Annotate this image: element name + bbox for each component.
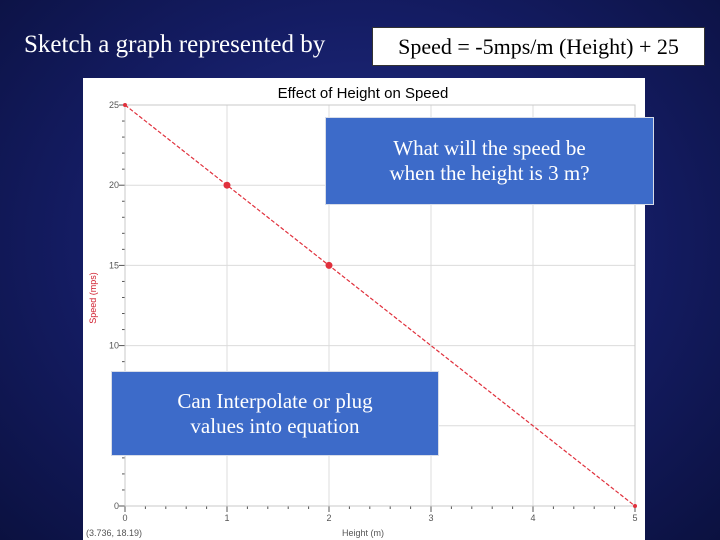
series-line — [124, 104, 636, 507]
data-point — [223, 181, 231, 189]
y-tick-label: 10 — [109, 341, 119, 351]
x-tick-label: 3 — [428, 513, 433, 523]
question-line-1: What will the speed be — [393, 136, 586, 160]
y-tick-label: 20 — [109, 180, 119, 190]
equation-box: Speed = -5mps/m (Height) + 25 — [372, 27, 705, 66]
cursor-readout: (3.736, 18.19) — [86, 528, 142, 538]
x-tick-label: 5 — [632, 513, 637, 523]
question-line-2: when the height is 3 m? — [389, 161, 590, 185]
x-tick-label: 4 — [530, 513, 535, 523]
x-axis-label: Height (m) — [342, 528, 384, 538]
x-tick-label: 1 — [224, 513, 229, 523]
x-tick-label: 0 — [122, 513, 127, 523]
data-point — [325, 261, 333, 269]
chart-title: Effect of Height on Speed — [278, 85, 449, 102]
series-endpoint — [123, 103, 127, 107]
series-lines — [124, 104, 636, 507]
hint-line-2: values into equation — [190, 413, 360, 438]
hint-callout: Can Interpolate or plug values into equa… — [111, 371, 439, 456]
y-tick-label: 25 — [109, 100, 119, 110]
series-endpoint — [633, 504, 637, 508]
data-points — [123, 103, 637, 508]
hint-line-1: Can Interpolate or plug — [177, 388, 373, 413]
slide-headline: Sketch a graph represented by — [24, 31, 326, 58]
y-tick-label: 0 — [114, 501, 119, 511]
y-axis-label: Speed (mps) — [88, 272, 98, 324]
question-callout: What will the speed be when the height i… — [325, 117, 654, 205]
plot-frame — [124, 104, 636, 507]
y-tick-label: 15 — [109, 260, 119, 270]
x-tick-label: 2 — [326, 513, 331, 523]
